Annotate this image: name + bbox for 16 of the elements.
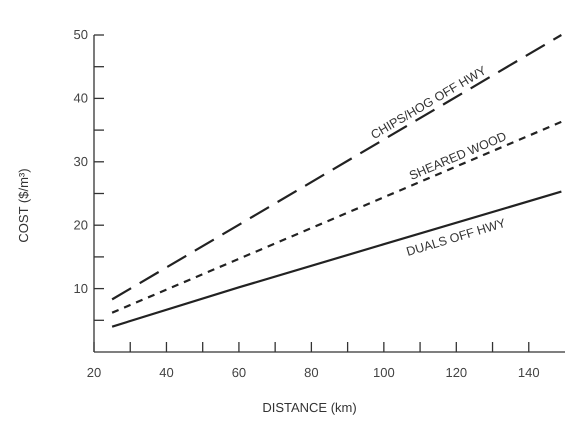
y-tick-label: 10: [74, 280, 88, 296]
x-tick-label: 60: [232, 365, 246, 380]
x-tick-label: 40: [159, 365, 174, 380]
x-tick-label: 80: [304, 365, 319, 380]
y-tick-label: 20: [74, 217, 88, 232]
y-tick-label: 40: [74, 90, 88, 106]
x-tick-label: 140: [518, 365, 540, 380]
x-tick-label: 100: [372, 365, 395, 380]
text: DUALS OFF HWY: [404, 216, 508, 259]
x-axis-title: DISTANCE (km): [262, 400, 357, 415]
x-tick-label: 20: [86, 365, 102, 380]
line-series: [111, 190, 562, 328]
y-tick-label: 50: [74, 27, 88, 42]
y-axis-title: COST ($/m³): [16, 168, 31, 243]
y-tick-label: 30: [74, 154, 88, 169]
x-tick-label: 120: [445, 365, 468, 380]
